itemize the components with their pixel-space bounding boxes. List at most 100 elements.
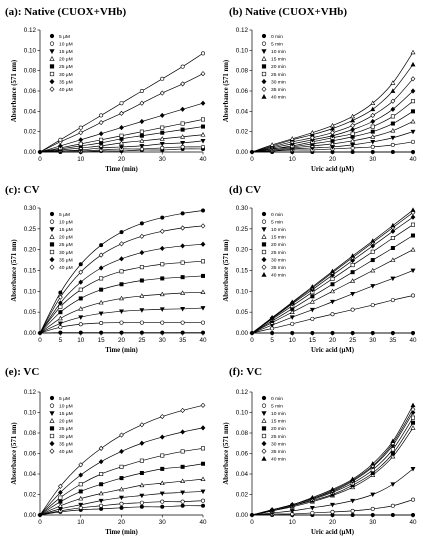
legend-label: 20 min xyxy=(271,242,286,248)
data-point xyxy=(78,472,84,478)
legend-marker xyxy=(261,64,267,69)
data-point xyxy=(309,130,315,135)
legend-label: 5 μM xyxy=(59,396,70,402)
data-point xyxy=(139,458,144,463)
data-point xyxy=(390,236,395,241)
data-point xyxy=(200,132,206,137)
legend-label: 40 min xyxy=(271,95,286,101)
data-point xyxy=(159,414,165,420)
data-point xyxy=(78,502,84,508)
legend-marker xyxy=(49,86,55,92)
data-point xyxy=(350,292,356,297)
x-axis-label: Uric acid (μM) xyxy=(311,166,354,173)
data-point xyxy=(350,270,355,275)
y-tick-label: 0.05 xyxy=(24,309,37,316)
data-point xyxy=(160,276,165,281)
data-point xyxy=(159,291,165,297)
y-tick-label: 0.00 xyxy=(236,512,249,519)
legend-marker xyxy=(49,418,55,423)
y-tick-label: 0.04 xyxy=(236,108,249,115)
data-point xyxy=(390,114,395,119)
data-point xyxy=(350,127,355,133)
data-point xyxy=(350,263,355,268)
data-point xyxy=(119,230,124,235)
data-point xyxy=(390,438,396,444)
data-point xyxy=(269,507,275,512)
y-tick-label: 0.08 xyxy=(24,430,37,437)
data-point xyxy=(180,307,186,312)
data-point xyxy=(309,494,315,500)
x-tick-label: 15 xyxy=(98,337,106,344)
data-point xyxy=(58,499,63,504)
data-point xyxy=(370,118,376,125)
data-point xyxy=(201,461,206,466)
legend-label: 15 min xyxy=(271,419,286,425)
data-point xyxy=(201,208,206,213)
legend-marker xyxy=(49,56,55,61)
data-point xyxy=(370,100,376,106)
data-point xyxy=(370,243,376,249)
legend-label: 30 min xyxy=(271,79,286,85)
data-point xyxy=(201,498,206,503)
legend-marker xyxy=(261,71,267,77)
data-point xyxy=(289,136,295,141)
data-point xyxy=(289,509,295,514)
data-point xyxy=(350,278,356,283)
data-point xyxy=(119,501,124,506)
y-tick-label: 0.06 xyxy=(236,88,249,95)
x-tick-label: 20 xyxy=(329,156,337,163)
data-point xyxy=(370,461,376,466)
x-axis-label: Time (min) xyxy=(105,347,138,354)
y-tick-label: 0.12 xyxy=(236,389,249,396)
legend-label: 25 μM xyxy=(59,64,73,70)
x-tick-label: 20 xyxy=(118,337,126,344)
data-point xyxy=(390,135,396,141)
data-point xyxy=(290,330,295,335)
data-point xyxy=(159,434,165,440)
data-point xyxy=(159,90,165,96)
y-tick-label: 0.00 xyxy=(236,330,249,337)
data-point xyxy=(78,296,83,301)
legend-label: 20 μM xyxy=(59,57,73,63)
data-point xyxy=(78,462,84,468)
data-point xyxy=(119,464,124,469)
data-point xyxy=(370,303,375,308)
legend-label: 25 μM xyxy=(59,242,73,248)
x-tick-label: 40 xyxy=(409,519,417,526)
data-point xyxy=(78,279,84,285)
data-point xyxy=(180,260,185,265)
data-point xyxy=(390,453,396,459)
data-point xyxy=(98,119,104,126)
data-point xyxy=(159,136,165,141)
data-point xyxy=(270,330,275,335)
data-point xyxy=(78,262,83,267)
data-point xyxy=(309,284,315,289)
data-point xyxy=(58,143,63,149)
fit-line xyxy=(251,427,414,516)
data-point xyxy=(58,495,63,500)
data-point xyxy=(119,448,124,455)
legend-marker xyxy=(49,256,55,263)
panel-title: (d) CV xyxy=(229,184,261,196)
data-point xyxy=(410,467,416,472)
series-5 xyxy=(39,273,206,334)
data-point xyxy=(160,466,165,471)
legend-marker xyxy=(261,41,267,46)
y-axis-label: Absorbance (571 nm) xyxy=(11,60,18,122)
data-point xyxy=(370,238,376,243)
legend-marker xyxy=(49,411,55,416)
data-point xyxy=(200,489,206,495)
data-point xyxy=(330,486,335,492)
data-point xyxy=(139,129,144,134)
data-point xyxy=(58,310,63,315)
x-tick-label: 15 xyxy=(309,337,317,344)
data-point xyxy=(139,504,144,509)
x-tick-label: 25 xyxy=(349,337,357,344)
data-point xyxy=(370,106,376,112)
legend-marker xyxy=(261,219,267,224)
legend-marker xyxy=(49,440,55,447)
legend-marker xyxy=(261,256,267,263)
series-9 xyxy=(39,51,206,153)
